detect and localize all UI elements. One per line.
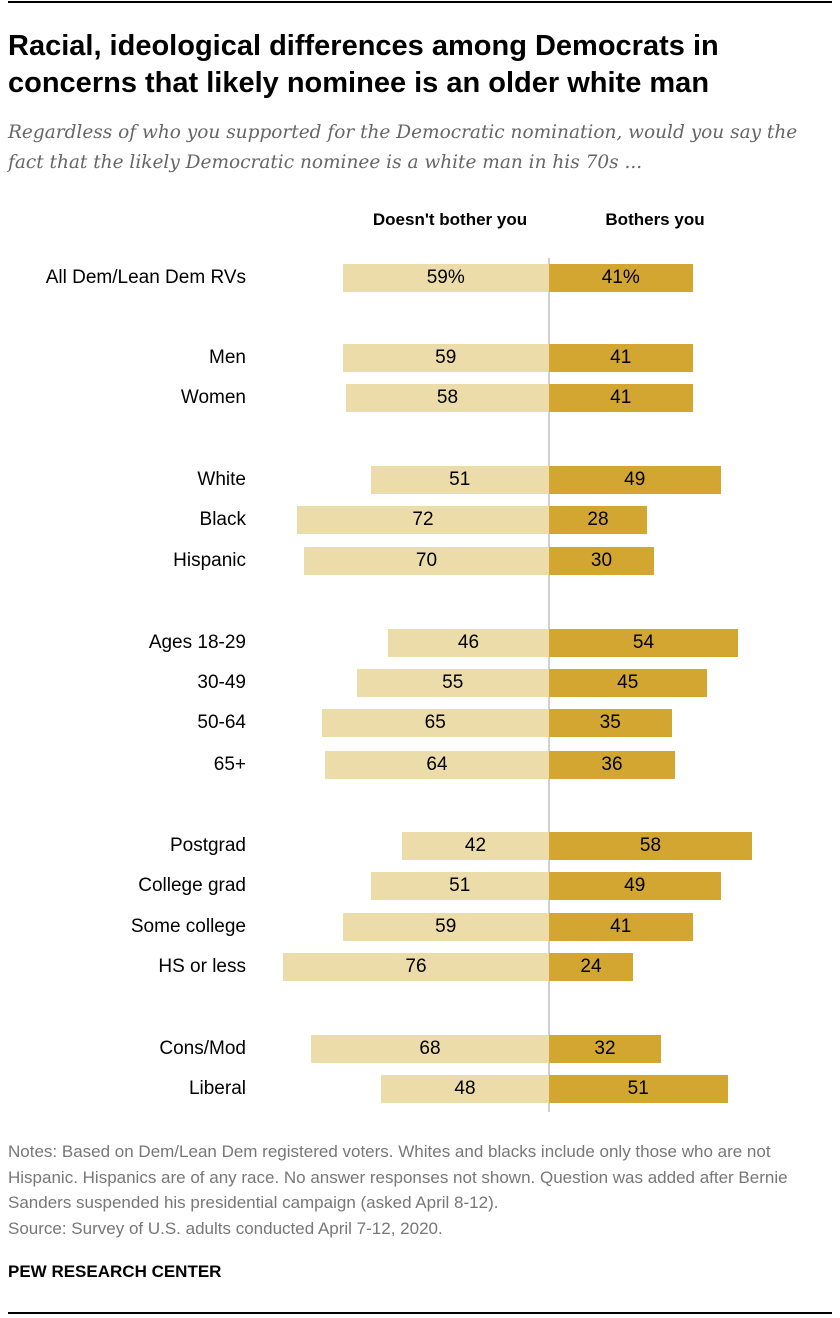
category-label: Hispanic <box>173 550 246 571</box>
bar-bothers: 41% <box>549 264 693 292</box>
bar-bothers: 28 <box>549 506 647 534</box>
bar-bothers: 24 <box>549 953 633 981</box>
category-label: Postgrad <box>169 835 246 856</box>
bar-doesnt-bother: 51 <box>370 466 549 494</box>
bar-bothers: 51 <box>549 1075 728 1103</box>
category-label: Women <box>180 387 246 408</box>
bar-bothers: 41 <box>549 913 693 941</box>
bar-bothers: 58 <box>549 832 752 860</box>
legend-bothers: Bothers you <box>605 210 705 229</box>
bar-doesnt-bother: 58 <box>346 384 549 412</box>
bar-bothers: 54 <box>549 629 738 657</box>
bar-bothers: 41 <box>549 384 693 412</box>
bar-doesnt-bother: 51 <box>370 872 549 900</box>
bar-bothers: 30 <box>549 547 654 575</box>
bar-doesnt-bother: 64 <box>325 751 549 779</box>
category-label: Some college <box>130 916 246 937</box>
chart-title: Racial, ideological differences among De… <box>8 30 719 99</box>
legend-doesnt-bother: Doesn't bother you <box>372 210 528 229</box>
bar-doesnt-bother: 55 <box>356 669 549 697</box>
bar-doesnt-bother: 76 <box>283 953 549 981</box>
bar-doesnt-bother: 48 <box>381 1075 549 1103</box>
bar-bothers: 49 <box>549 466 721 494</box>
bar-bothers: 32 <box>549 1035 661 1063</box>
bar-bothers: 45 <box>549 669 707 697</box>
bar-bothers: 35 <box>549 709 672 737</box>
category-label: White <box>197 469 246 490</box>
category-label: Black <box>199 509 246 530</box>
top-rule <box>8 1 832 3</box>
bar-doesnt-bother: 68 <box>311 1035 549 1063</box>
bar-doesnt-bother: 70 <box>304 547 549 575</box>
bar-doesnt-bother: 65 <box>321 709 549 737</box>
bar-doesnt-bother: 59 <box>342 913 549 941</box>
bar-bothers: 49 <box>549 872 721 900</box>
bar-doesnt-bother: 42 <box>402 832 549 860</box>
category-label: All Dem/Lean Dem RVs <box>45 267 246 288</box>
bar-doesnt-bother: 59 <box>342 344 549 372</box>
source-text: Source: Survey of U.S. adults conducted … <box>8 1218 443 1238</box>
bar-bothers: 41 <box>549 344 693 372</box>
bar-doesnt-bother: 72 <box>297 506 549 534</box>
category-label: Men <box>209 347 246 368</box>
category-label: Cons/Mod <box>159 1038 246 1059</box>
category-label: 30-49 <box>197 672 246 693</box>
notes-text: Notes: Based on Dem/Lean Dem registered … <box>8 1142 788 1212</box>
category-label: 65+ <box>213 754 246 775</box>
chart-subtitle: Regardless of who you supported for the … <box>8 122 798 173</box>
category-label: 50-64 <box>197 712 246 733</box>
brand-logo-text: PEW RESEARCH CENTER <box>8 1262 222 1281</box>
bar-doesnt-bother: 59% <box>342 264 549 292</box>
bar-bothers: 36 <box>549 751 675 779</box>
category-label: Ages 18-29 <box>148 632 246 653</box>
bar-doesnt-bother: 46 <box>388 629 549 657</box>
category-label: College grad <box>138 875 246 896</box>
category-label: Liberal <box>188 1078 246 1099</box>
notes: Notes: Based on Dem/Lean Dem registered … <box>8 1139 833 1241</box>
bottom-rule <box>8 1312 832 1314</box>
category-label: HS or less <box>158 956 246 977</box>
